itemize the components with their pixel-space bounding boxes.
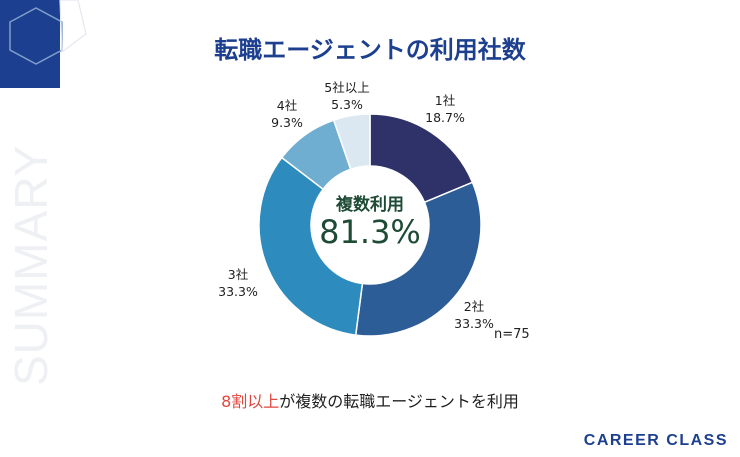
slice-label-2-value: 33.3% [454,316,494,331]
donut-slice-3 [258,156,364,336]
corner-decoration [0,0,87,88]
slice-label-5: 5社以上 5.3% [324,79,369,113]
slice-label-4-value: 9.3% [271,115,303,130]
slice-label-4: 4社 9.3% [271,97,303,131]
slice-label-1: 1社 18.7% [425,92,465,126]
slice-label-2: 2社 33.3% [454,298,494,332]
sample-size: n=75 [494,327,530,342]
donut-slice-2 [354,181,482,337]
brand-logo: CAREER CLASS [583,432,728,449]
center-title: 複数利用 [336,195,404,215]
center-value: 81.3% [319,213,421,251]
slice-label-4-category: 4社 [276,98,298,113]
slice-label-3-category: 3社 [227,267,249,282]
slice-label-2-category: 2社 [463,299,485,314]
slice-label-3-value: 33.3% [218,284,258,299]
slice-label-5-category: 5社以上 [324,80,370,95]
slice-label-1-category: 1社 [434,93,456,108]
summary-text: 8割以上が複数の転職エージェントを利用 [0,388,740,412]
summary-rest: が複数の転職エージェントを利用 [279,392,519,411]
slice-label-5-value: 5.3% [331,97,363,112]
slice-label-3: 3社 33.3% [218,266,258,300]
donut-slice-5 [332,113,371,171]
summary-highlight: 8割以上 [221,392,280,411]
slice-label-1-value: 18.7% [425,110,465,125]
chart-title: 転職エージェントの利用社数 [214,36,526,64]
